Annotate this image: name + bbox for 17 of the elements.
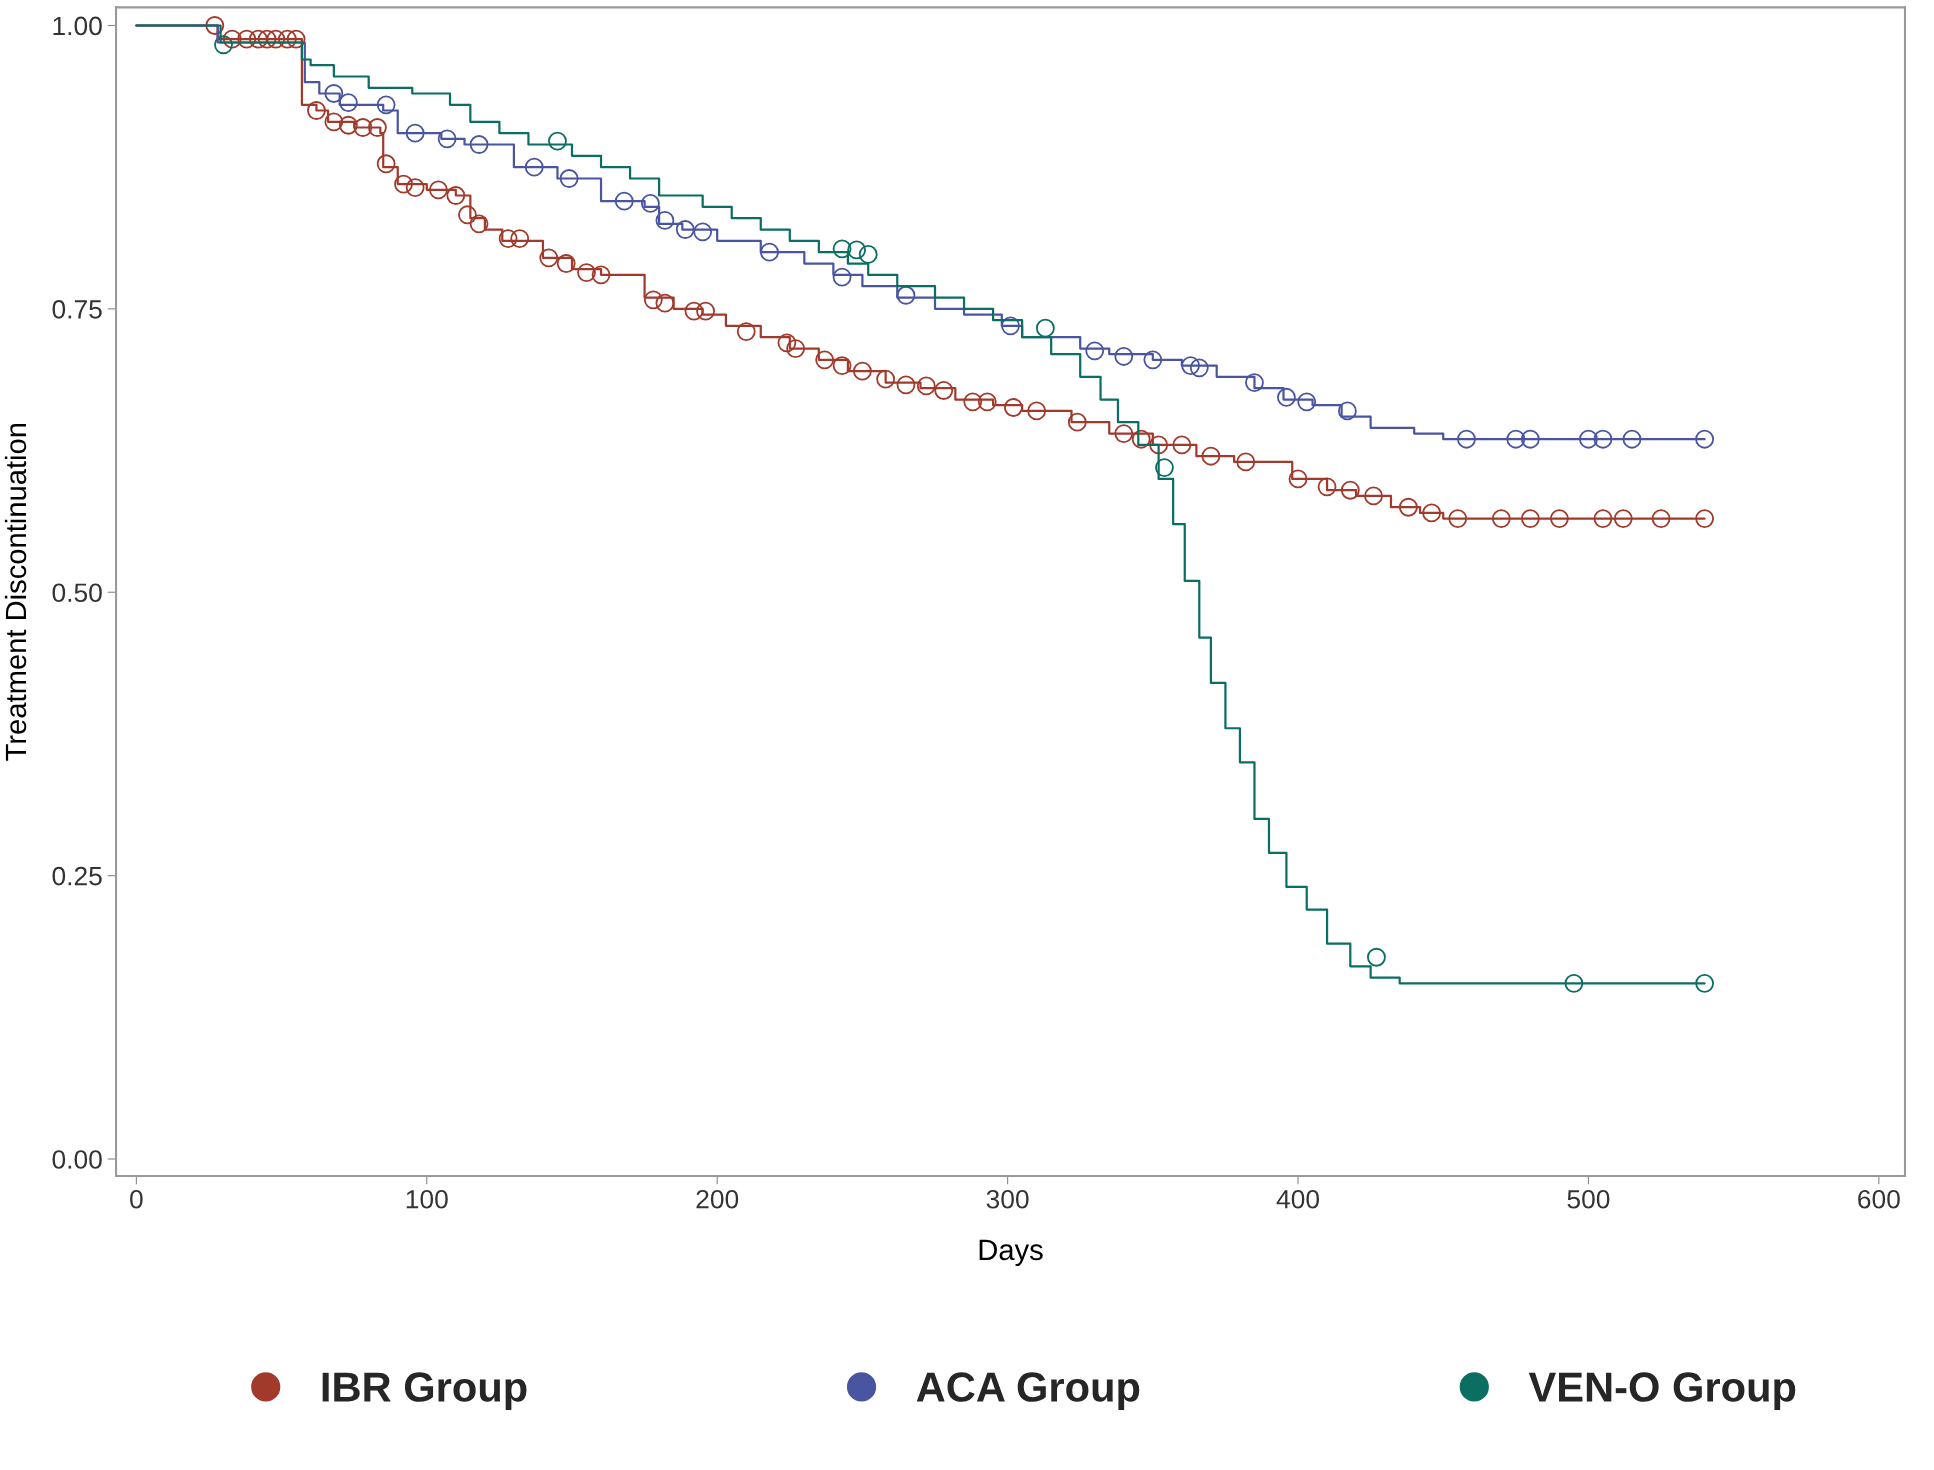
x-tick-label: 0 [130, 1189, 143, 1209]
x-tick-label: 100 [406, 1189, 448, 1209]
x-axis-title: Days [979, 1239, 1043, 1266]
legend-label: IBR Group [322, 1372, 527, 1411]
y-tick-label: 0.25 [52, 866, 102, 886]
y-axis-title: Treatment Discontinuation [4, 423, 27, 761]
x-tick-label: 500 [1567, 1189, 1610, 1209]
x-tick-label: 400 [1276, 1189, 1320, 1209]
y-tick-label: 0.00 [52, 1150, 102, 1169]
y-tick-label: 0.75 [52, 300, 102, 319]
legend-label: VEN-O Group [1528, 1372, 1796, 1411]
x-tick-label: 600 [1858, 1189, 1900, 1209]
legend-label: ACA Group [916, 1372, 1140, 1411]
x-tick-label: 200 [696, 1189, 739, 1209]
y-tick-label: 1.00 [53, 16, 102, 36]
y-tick-label: 0.50 [52, 583, 102, 603]
x-tick-label: 300 [986, 1189, 1029, 1209]
